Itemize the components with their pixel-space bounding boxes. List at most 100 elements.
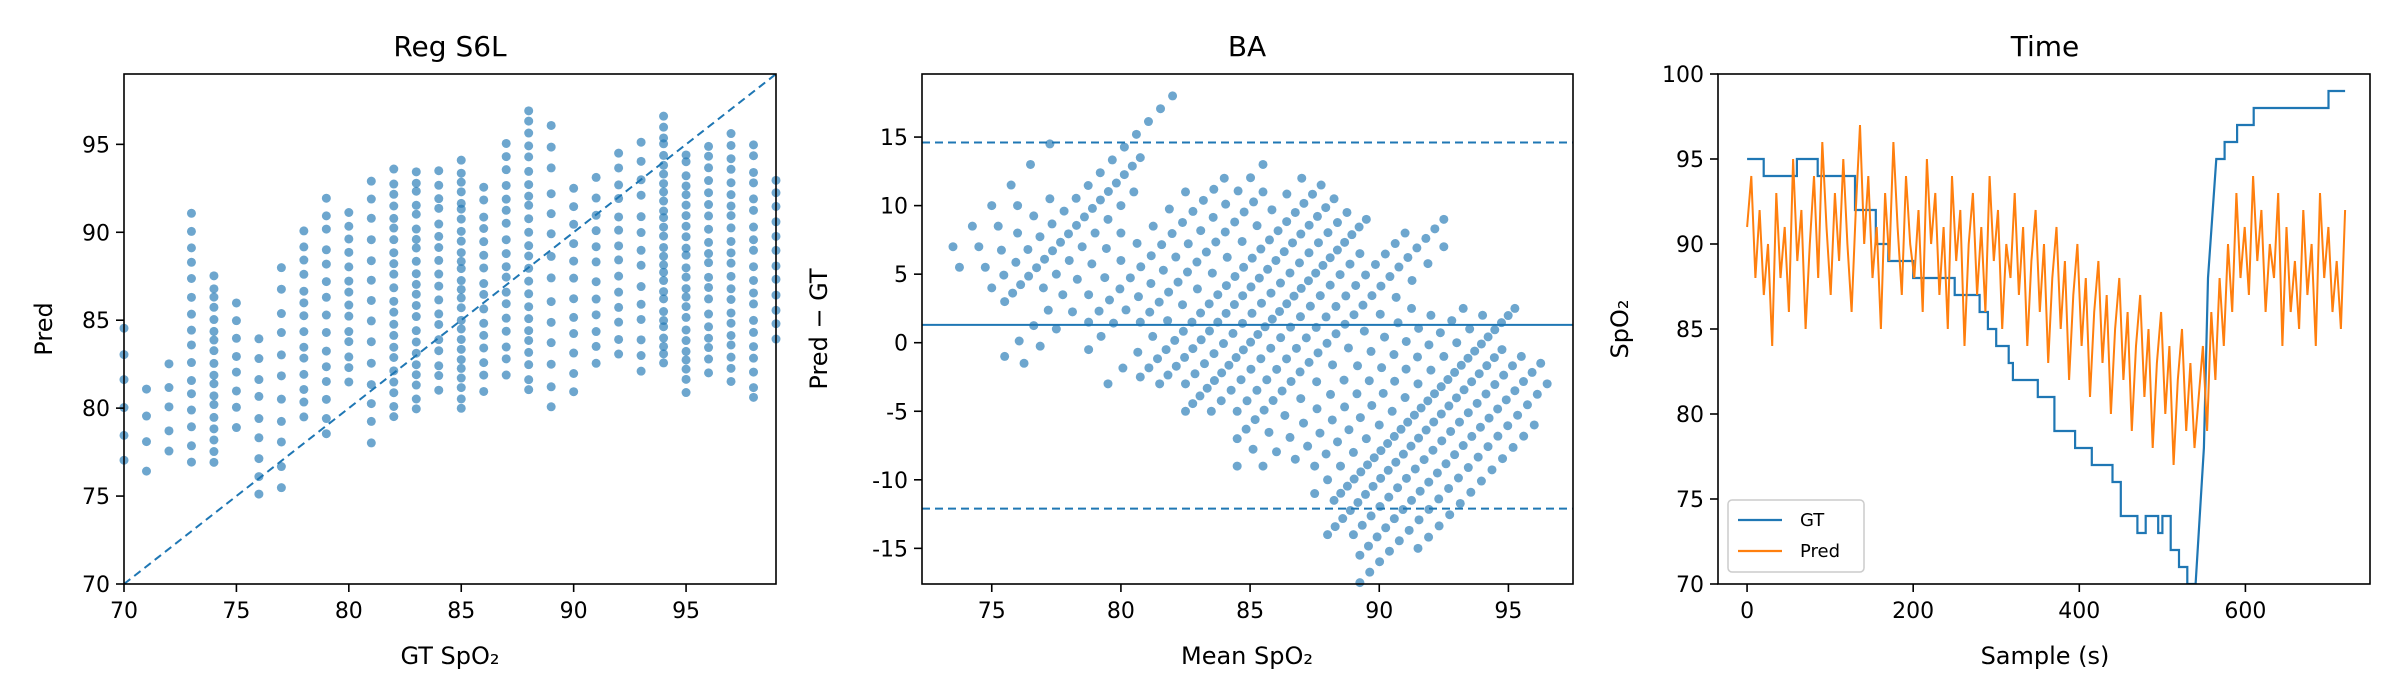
ba-point	[1387, 406, 1397, 416]
scatter-point	[276, 394, 286, 404]
ba-point	[1310, 461, 1320, 471]
ba-point	[1248, 444, 1258, 454]
scatter-point	[456, 198, 466, 208]
scatter-point	[659, 169, 669, 179]
scatter-point	[456, 276, 466, 286]
scatter-point	[186, 208, 196, 218]
scatter-point	[186, 257, 196, 267]
scatter-point	[726, 223, 736, 233]
ba-point	[1437, 436, 1447, 446]
scatter-point	[209, 292, 219, 302]
ba-point	[1294, 258, 1304, 268]
ba-point	[1188, 206, 1198, 216]
ba-point	[1260, 322, 1270, 332]
scatter-point	[276, 350, 286, 360]
ba-point	[1321, 203, 1331, 213]
scatter-point	[704, 141, 714, 151]
ba-point	[1487, 465, 1497, 475]
scatter-point	[434, 203, 444, 213]
ba-point	[1497, 345, 1507, 355]
ba-point	[1344, 425, 1354, 435]
ba-point	[1280, 410, 1290, 420]
scatter-point	[569, 239, 579, 249]
ba-point	[1103, 379, 1113, 389]
scatter-point	[659, 358, 669, 368]
ba-point	[1406, 441, 1416, 451]
ba-point	[1361, 214, 1371, 224]
ba-point	[1016, 280, 1026, 290]
ba-point	[1435, 328, 1445, 338]
ba-point	[1006, 180, 1016, 190]
ba-point	[1510, 303, 1520, 313]
time-y-ticks: 70 75 80 85 90 95 100	[1662, 63, 1718, 598]
ba-point	[1040, 254, 1050, 264]
ba-point	[1116, 201, 1126, 211]
ba-point	[1424, 532, 1434, 542]
ba-point	[1414, 515, 1424, 525]
scatter-point	[636, 351, 646, 361]
scatter-point	[524, 116, 534, 126]
scatter-point	[299, 412, 309, 422]
ba-point	[1224, 360, 1234, 370]
ba-point	[1355, 413, 1365, 423]
scatter-point	[389, 235, 399, 245]
ba-point	[1206, 406, 1216, 416]
ba-point	[1474, 369, 1484, 379]
ba-point	[1331, 301, 1341, 311]
ba-point	[1296, 394, 1306, 404]
ba-point	[1354, 222, 1364, 232]
scatter-point	[344, 300, 354, 310]
ba-point	[1011, 257, 1021, 267]
scatter-point	[681, 243, 691, 253]
regression-y-label: Pred	[30, 302, 58, 355]
ba-point	[1390, 376, 1400, 386]
scatter-point	[659, 307, 669, 317]
scatter-point	[501, 180, 511, 190]
scatter-point	[569, 273, 579, 283]
scatter-point	[681, 272, 691, 282]
ba-point	[1026, 159, 1035, 169]
ba-point	[1156, 104, 1166, 114]
ba-point	[1467, 431, 1477, 441]
scatter-point	[299, 286, 309, 296]
ba-point	[1367, 400, 1377, 410]
scatter-point	[681, 346, 691, 356]
ba-point	[1444, 483, 1454, 493]
ba-point	[1239, 207, 1249, 217]
scatter-point	[704, 368, 714, 378]
ba-point	[1008, 288, 1018, 298]
scatter-point	[366, 438, 376, 448]
scatter-point	[681, 181, 691, 191]
scatter-point	[681, 200, 691, 210]
ba-point	[1349, 310, 1359, 320]
regression-x-tick-label: 90	[560, 599, 588, 624]
scatter-point	[591, 341, 601, 351]
scatter-point	[591, 294, 601, 304]
scatter-point	[681, 336, 691, 346]
scatter-point	[749, 299, 759, 309]
ba-point	[1407, 275, 1417, 285]
scatter-point	[434, 219, 444, 229]
ba-point	[1226, 385, 1236, 395]
ba-point	[1423, 259, 1433, 269]
ba-point	[1318, 260, 1328, 270]
ba-point	[1090, 228, 1100, 238]
ba-point	[1503, 421, 1513, 431]
ba-point	[1258, 187, 1268, 197]
ba-point	[1355, 550, 1365, 560]
pred-series-line	[1746, 124, 2347, 466]
ba-point	[1275, 306, 1285, 316]
scatter-point	[434, 335, 444, 345]
scatter-point	[614, 163, 624, 173]
scatter-point	[681, 364, 691, 374]
ba-point	[1401, 336, 1411, 346]
legend-box	[1727, 499, 1865, 573]
ba-point	[1048, 246, 1058, 256]
scatter-point	[411, 209, 421, 219]
scatter-point	[231, 333, 241, 343]
scatter-point	[231, 298, 241, 308]
scatter-point	[749, 140, 759, 150]
ba-point	[1404, 525, 1414, 535]
ba-point	[1353, 497, 1363, 507]
